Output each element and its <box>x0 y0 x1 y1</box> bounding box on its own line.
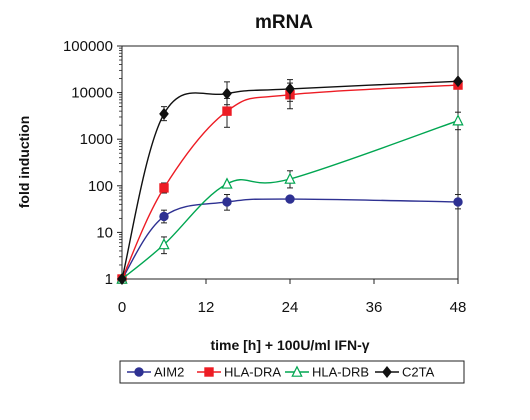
series-line-aim2 <box>121 198 459 280</box>
data-point-c2ta <box>453 75 463 88</box>
x-axis: 0 12 24 36 48 <box>118 279 467 316</box>
series-aim2 <box>117 194 463 284</box>
series-c2ta <box>117 75 463 285</box>
data-point-hla-drb <box>158 237 170 250</box>
data-point-hla-drb <box>284 172 296 184</box>
data-point-aim2 <box>159 211 169 222</box>
y-tick-label: 1 <box>105 271 113 288</box>
legend-marker <box>134 367 144 377</box>
legend-item-aim2: AIM2 <box>127 365 184 380</box>
legend-items: AIM2 HLA-DRA HLA-DRB C2TA <box>127 365 435 380</box>
legend-marker <box>382 366 392 378</box>
data-point-aim2 <box>285 194 295 204</box>
legend-label: AIM2 <box>154 365 184 380</box>
chart-title: mRNA <box>255 12 313 33</box>
x-tick-label: 48 <box>450 299 467 316</box>
legend-label: HLA-DRB <box>312 365 369 380</box>
legend-marker <box>291 365 303 377</box>
y-tick-label: 10000 <box>71 85 113 102</box>
y-tick-label: 10 <box>96 224 113 241</box>
x-tick-label: 24 <box>282 299 299 316</box>
data-point-hla-dra <box>159 183 169 193</box>
x-tick-label: 12 <box>198 299 215 316</box>
series-layer <box>116 75 464 285</box>
data-point-c2ta <box>285 82 295 95</box>
data-point-c2ta <box>159 107 169 120</box>
data-point-hla-drb <box>221 177 233 189</box>
x-tick-label: 0 <box>118 299 126 316</box>
y-tick-label: 1000 <box>80 131 113 148</box>
data-point-hla-drb <box>452 114 464 126</box>
legend-label: C2TA <box>402 365 435 380</box>
y-tick-label: 100000 <box>63 38 113 55</box>
data-point-aim2 <box>453 197 463 207</box>
y-axis: 1 10 100 1000 10000 100000 <box>63 38 122 288</box>
y-tick-label: 100 <box>88 178 113 195</box>
y-axis-title: fold induction <box>16 116 32 209</box>
legend-item-hla-dra: HLA-DRA <box>197 365 281 380</box>
data-point-hla-dra <box>222 106 232 116</box>
data-point-c2ta <box>222 87 232 100</box>
legend-item-hla-drb: HLA-DRB <box>285 365 369 380</box>
series-hla-drb <box>116 111 464 284</box>
data-point-aim2 <box>222 197 232 207</box>
legend-marker <box>204 367 214 377</box>
legend-label: HLA-DRA <box>224 365 281 380</box>
x-tick-label: 36 <box>366 299 383 316</box>
legend-item-c2ta: C2TA <box>375 365 435 380</box>
x-axis-title: time [h] + 100U/ml IFN-γ <box>210 337 369 353</box>
data-point-c2ta <box>117 273 127 285</box>
